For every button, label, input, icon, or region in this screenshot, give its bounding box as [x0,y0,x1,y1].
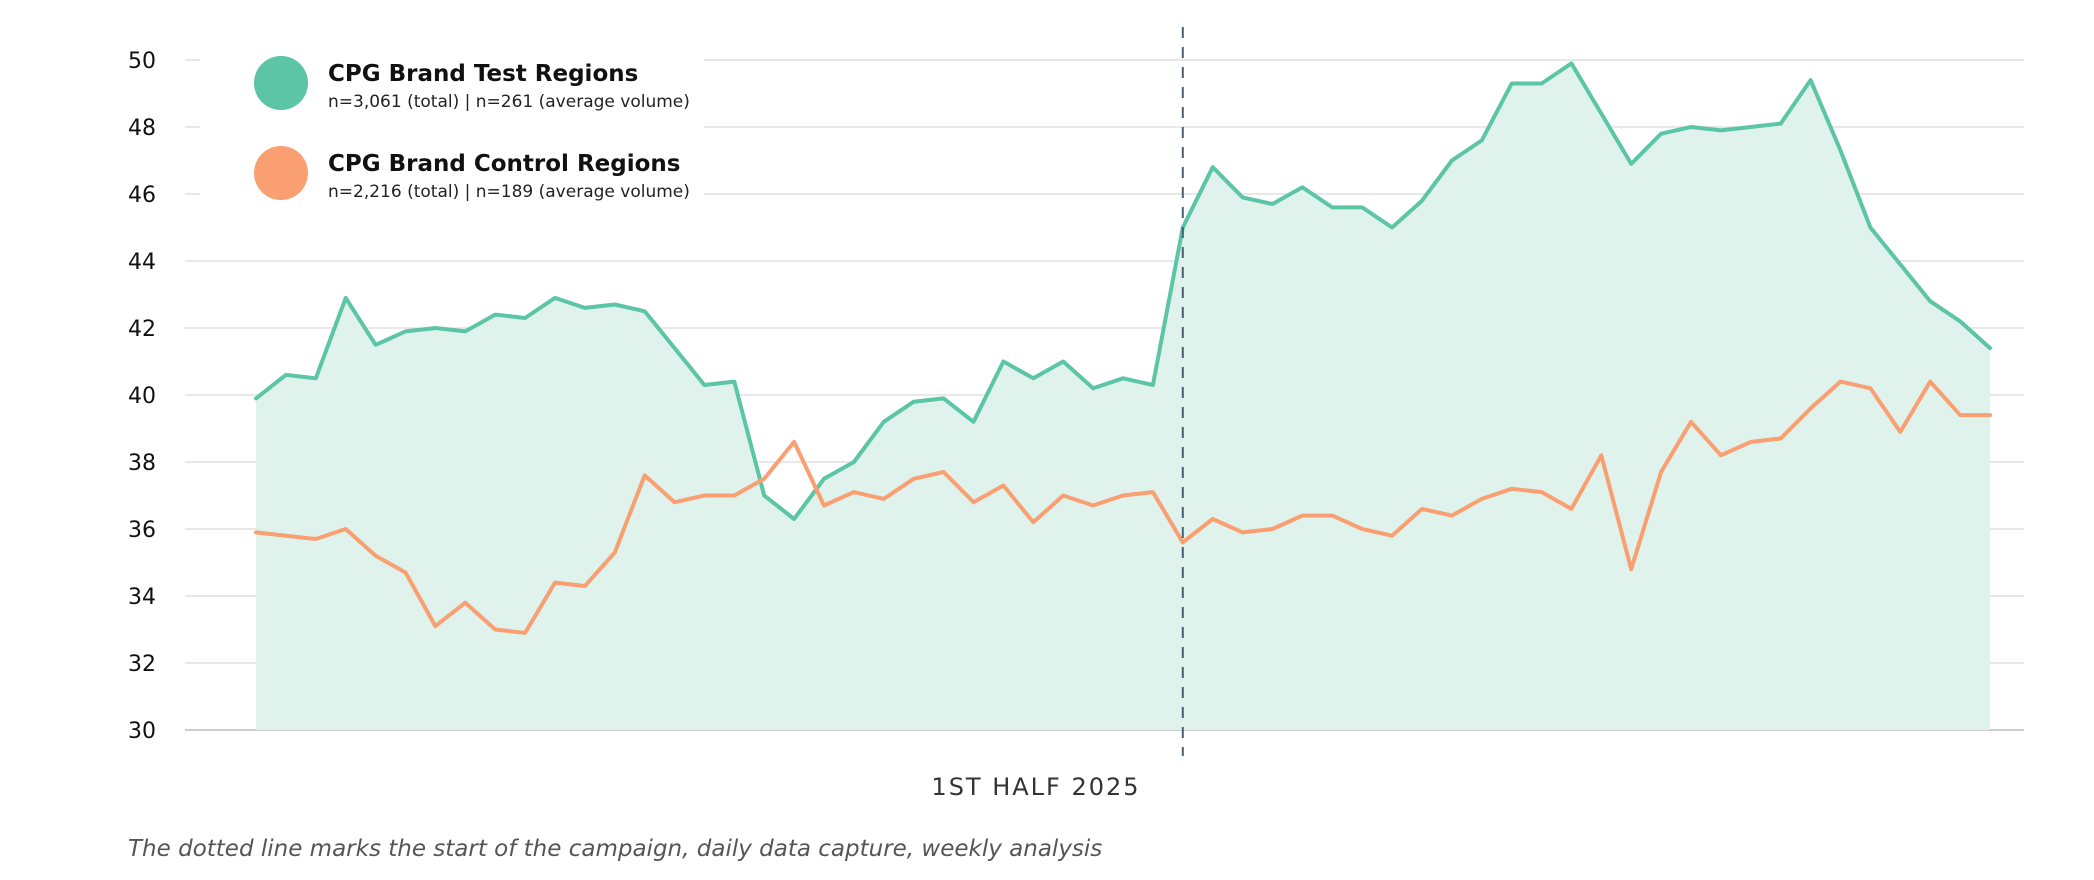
y-axis-tick-labels: 30 32 34 36 38 40 42 44 46 48 50 [128,49,156,744]
y-tick-label-30: 30 [128,719,156,744]
y-tick-label-42: 42 [128,317,156,342]
y-tick-label-46: 46 [128,183,156,208]
legend-label-0: CPG Brand Test Regions [328,61,638,87]
y-tick-label-40: 40 [128,384,156,409]
y-tick-label-48: 48 [128,116,156,141]
legend-detail-1: n=2,216 (total) | n=189 (average volume) [328,182,690,202]
y-tick-label-32: 32 [128,652,156,677]
legend: CPG Brand Test Regions n=3,061 (total) | … [200,22,704,218]
chart-caption: The dotted line marks the start of the c… [128,836,1103,862]
legend-detail-0: n=3,061 (total) | n=261 (average volume) [328,92,690,112]
y-tick-label-34: 34 [128,585,156,610]
y-tick-label-50: 50 [128,49,156,74]
series-areas [256,63,1990,730]
y-tick-label-36: 36 [128,518,156,543]
series-line-1 [254,379,1992,635]
y-tick-label-44: 44 [128,250,156,275]
legend-label-1: CPG Brand Control Regions [328,151,680,177]
x-axis-label: 1ST HALF 2025 [931,773,1140,801]
series-lines [254,61,1992,635]
legend-swatch-0 [254,56,308,110]
y-tick-label-38: 38 [128,451,156,476]
series-line-0 [254,61,1992,521]
series-area-0 [256,63,1990,730]
legend-swatch-1 [254,146,308,200]
